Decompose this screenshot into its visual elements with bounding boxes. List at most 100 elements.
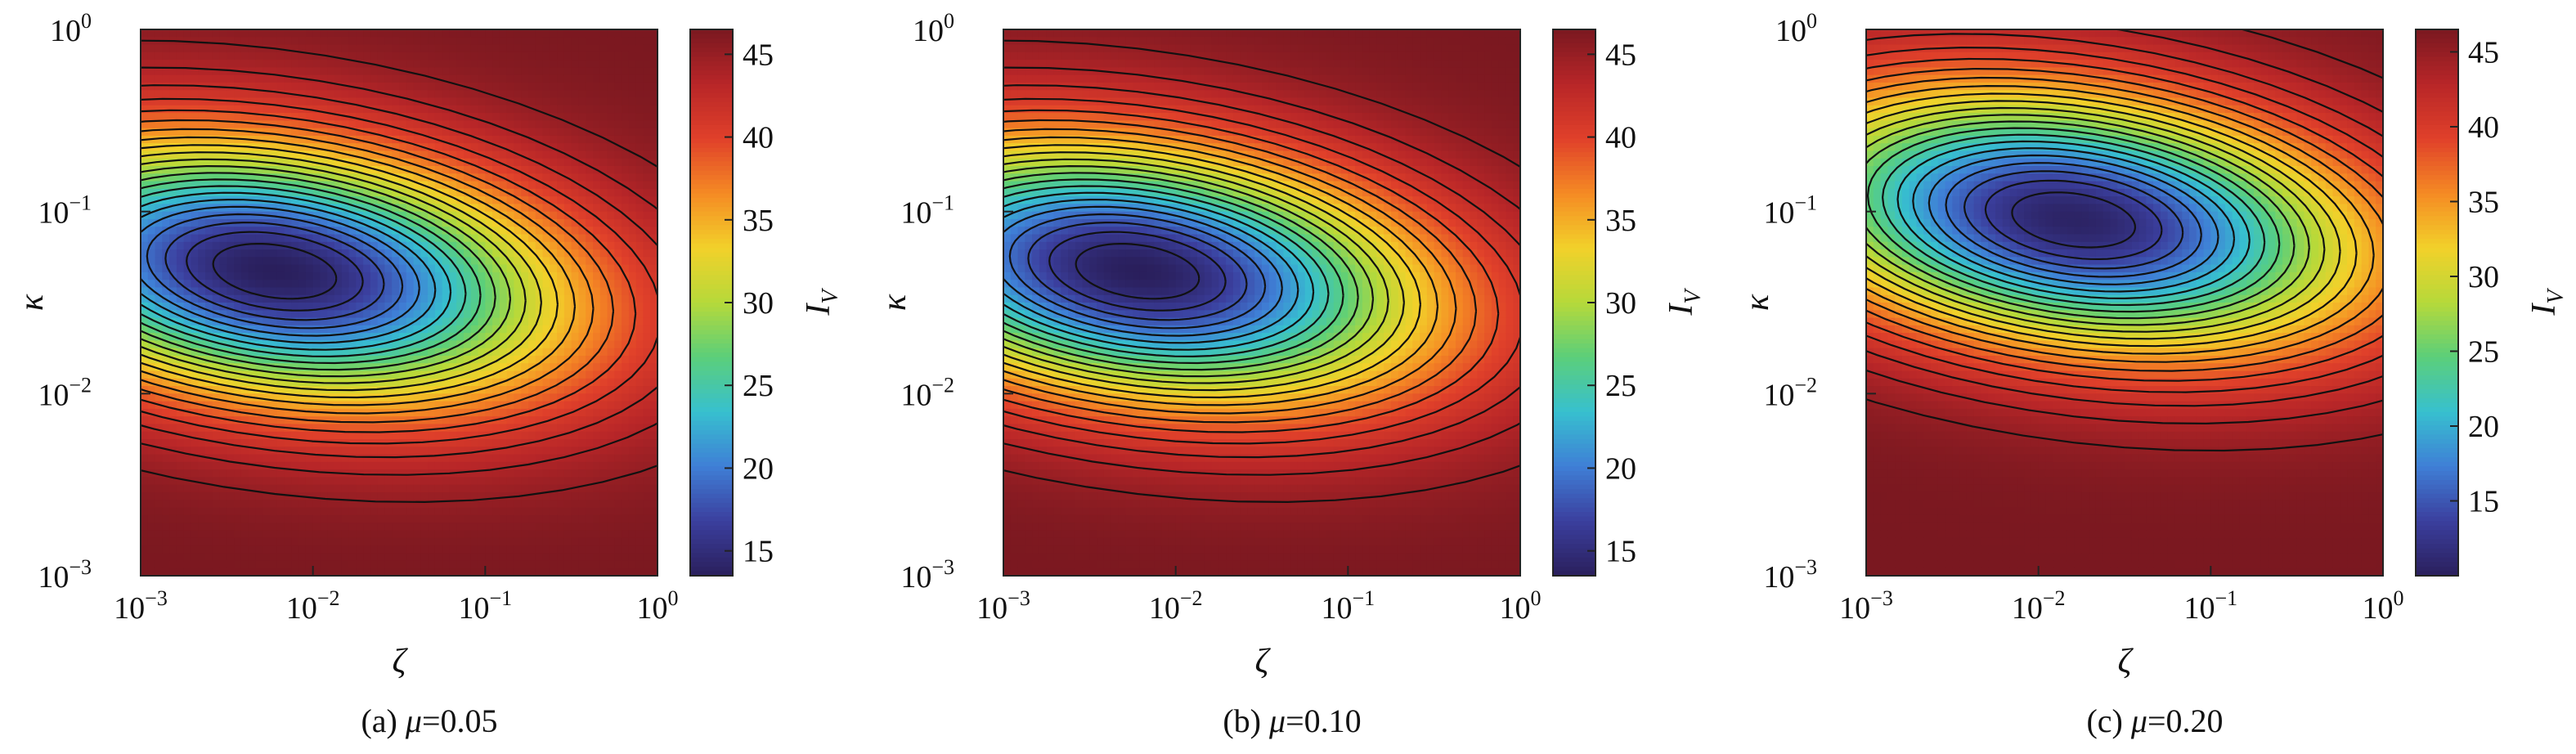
heatmap-cell <box>499 218 508 227</box>
heatmap-cell <box>370 74 379 83</box>
heatmap-cell <box>464 491 472 500</box>
heatmap-cell <box>320 120 328 129</box>
heatmap-cell <box>499 393 508 402</box>
heatmap-cell <box>320 491 328 500</box>
heatmap-cell <box>542 287 550 296</box>
heatmap-cell <box>284 257 292 266</box>
heatmap-cell <box>485 424 493 433</box>
heatmap-cell <box>147 439 156 447</box>
heatmap-cell <box>628 113 637 121</box>
heatmap-cell <box>263 537 271 546</box>
heatmap-cell <box>219 431 227 440</box>
heatmap-cell <box>270 310 278 319</box>
heatmap-cell <box>384 523 393 531</box>
heatmap-cell <box>470 158 479 167</box>
heatmap-cell <box>183 568 192 577</box>
heatmap-cell <box>521 507 529 516</box>
heatmap-cell <box>147 408 156 417</box>
heatmap-cell <box>370 424 379 433</box>
heatmap-cell <box>485 97 493 106</box>
heatmap-cell <box>528 469 536 478</box>
heatmap-cell <box>464 537 472 546</box>
heatmap-cell <box>442 272 451 281</box>
heatmap-cell <box>478 82 486 91</box>
heatmap-cell <box>255 44 263 53</box>
heatmap-cell <box>377 143 386 152</box>
heatmap-cell <box>413 143 421 152</box>
heatmap-cell <box>276 378 285 387</box>
heatmap-cell <box>428 514 436 523</box>
heatmap-cell <box>614 218 622 227</box>
heatmap-cell <box>291 74 299 83</box>
heatmap-cell <box>183 257 192 266</box>
heatmap-cell <box>155 90 163 99</box>
heatmap-cell <box>420 340 429 349</box>
heatmap-cell <box>614 113 622 121</box>
heatmap-cell <box>327 545 335 554</box>
heatmap-cell <box>327 424 335 433</box>
heatmap-cell <box>406 196 415 204</box>
heatmap-cell <box>442 74 451 83</box>
heatmap-cell <box>420 408 429 417</box>
heatmap-cell <box>535 431 544 440</box>
heatmap-cell <box>147 333 156 341</box>
heatmap-cell <box>240 401 249 410</box>
heatmap-cell <box>622 218 630 227</box>
heatmap-cell <box>169 439 177 447</box>
heatmap-cell <box>563 333 572 341</box>
heatmap-cell <box>312 82 321 91</box>
heatmap-cell <box>155 545 163 554</box>
heatmap-cell <box>449 227 457 236</box>
heatmap-cell <box>478 287 486 296</box>
heatmap-cell <box>263 60 271 68</box>
heatmap-cell <box>607 241 615 250</box>
heatmap-cell <box>205 408 213 417</box>
heatmap-cell <box>240 348 249 357</box>
heatmap-cell <box>550 128 558 137</box>
heatmap-cell <box>276 188 285 197</box>
heatmap-cell <box>413 393 421 402</box>
heatmap-cell <box>263 514 271 523</box>
heatmap-cell <box>392 424 400 433</box>
heatmap-cell <box>514 530 522 539</box>
heatmap-cell <box>392 545 400 554</box>
heatmap-cell <box>176 523 185 531</box>
heatmap-cell <box>320 303 328 311</box>
heatmap-cell <box>377 507 386 516</box>
heatmap-cell <box>198 188 206 197</box>
heatmap-cell <box>205 401 213 410</box>
heatmap-cell <box>593 52 601 61</box>
heatmap-cell <box>327 166 335 174</box>
heatmap-cell <box>147 317 156 326</box>
heatmap-cell <box>506 401 515 410</box>
heatmap-cell <box>219 514 227 523</box>
heatmap-cell <box>420 241 429 250</box>
heatmap-cell <box>147 363 156 372</box>
heatmap-cell <box>550 325 558 334</box>
heatmap-cell <box>434 393 443 402</box>
heatmap-cell <box>348 416 357 425</box>
heatmap-cell <box>506 507 515 516</box>
heatmap-cell <box>191 560 199 569</box>
heatmap-cell <box>599 67 608 76</box>
heatmap-cell <box>622 181 630 190</box>
heatmap-cell <box>442 166 451 174</box>
heatmap-cell <box>599 447 608 456</box>
heatmap-cell <box>614 553 622 562</box>
heatmap-cell <box>442 568 451 577</box>
heatmap-cell <box>492 401 500 410</box>
heatmap-cell <box>413 128 421 137</box>
heatmap-cell <box>521 500 529 509</box>
heatmap-cell <box>384 530 393 539</box>
heatmap-cell <box>514 523 522 531</box>
heatmap-cell <box>593 29 601 38</box>
heatmap-cell <box>198 560 206 569</box>
heatmap-cell <box>291 272 299 281</box>
heatmap-cell <box>392 317 400 326</box>
heatmap-cell <box>563 500 572 509</box>
heatmap-cell <box>169 530 177 539</box>
panel-a: 10−3 10−2 10−1 100 10−3 10−2 10−1 100 ζ κ 15 20 25 30… <box>0 0 859 754</box>
heatmap-cell <box>377 333 386 341</box>
heatmap-cell <box>485 82 493 91</box>
heatmap-cell <box>341 37 350 46</box>
